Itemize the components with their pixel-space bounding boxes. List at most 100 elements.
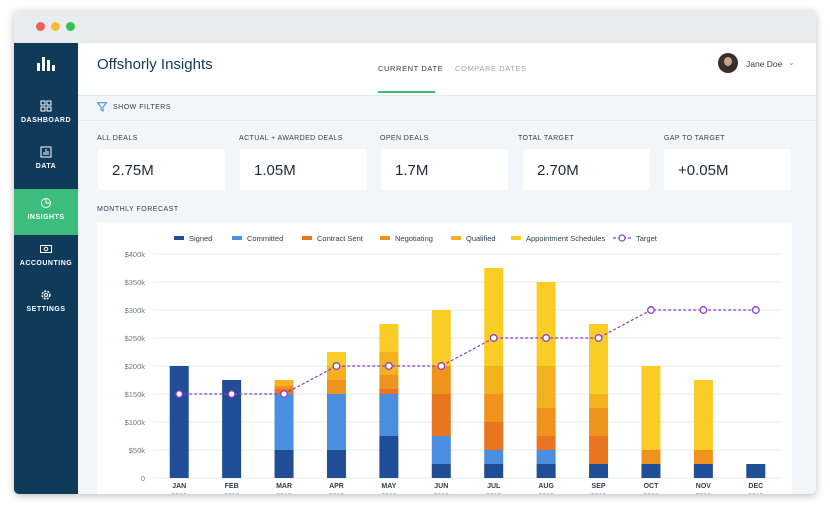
legend-swatch [232,236,242,240]
bar-segment [326,450,346,478]
legend-label: Contract Sent [317,234,364,243]
kpi-card-actual-awarded: 1.05M [240,149,367,190]
kpi-value: 2.70M [537,162,579,179]
sidebar-item-settings[interactable]: SETTINGS [14,281,78,327]
pie-chart-icon [41,198,51,208]
x-tick-label: DEC [748,483,763,490]
target-point [594,334,603,342]
sidebar-item-accounting[interactable]: ACCOUNTING [14,235,78,281]
target-point [437,362,446,370]
legend-label: Committed [247,234,283,243]
sidebar: DASHBOARD DATA INSIGHTS ACCOUNTING [14,43,78,494]
logo-icon[interactable] [37,57,55,71]
x-tick-sublabel: 2019 [381,493,397,494]
kpi-value: 1.05M [254,162,296,179]
filter-icon[interactable] [97,102,107,112]
x-tick-label: JUN [434,483,448,490]
x-tick-sublabel: 2019 [171,493,187,494]
legend-swatch [302,236,312,240]
bar-segment [169,366,189,478]
bar-segment [536,408,556,436]
forecast-chart-card: 0 $50k $100k $150k $200k $250k $300k $350k $400k… [97,222,792,494]
bar-segment [379,374,399,389]
tab-compare-dates[interactable]: COMPARE DATES [455,64,527,73]
bar-segment [484,268,504,366]
legend-swatch [618,234,626,242]
close-window-button[interactable] [36,22,45,31]
bar-segment [274,394,294,450]
tab-current-date[interactable]: CURRENT DATE [378,64,444,73]
kpi-card-all-deals: 2.75M [98,149,225,190]
y-tick-label: $400k [125,250,146,259]
x-tick-sublabel: 2019 [434,493,450,494]
section-title: MONTHLY FORECAST [97,206,179,213]
show-filters-button[interactable]: SHOW FILTERS [113,104,171,111]
bar-segment [484,422,504,450]
bar-segment [274,380,294,386]
x-tick-sublabel: 2019 [696,493,712,494]
kpi-label: GAP TO TARGET [664,135,725,142]
y-tick-label: $300k [125,306,146,315]
x-tick-sublabel: 2019 [224,493,240,494]
bar-segment [746,464,766,478]
forecast-chart: 0 $50k $100k $150k $200k $250k $300k $350k $400k… [125,234,782,494]
x-tick-label: FEB [225,483,239,490]
header: Offshorly Insights CURRENT DATE COMPARE … [78,43,816,96]
bar-segment [536,464,556,478]
y-tick-label: $50k [129,446,146,455]
minimize-window-button[interactable] [51,22,60,31]
bar-segment [589,394,609,408]
user-name[interactable]: Jane Doe [746,59,783,69]
y-tick-label: $350k [125,278,146,287]
maximize-window-button[interactable] [66,22,75,31]
filter-bar: SHOW FILTERS [78,96,816,121]
bar-segment [326,352,346,366]
app-window: DASHBOARD DATA INSIGHTS ACCOUNTING [14,10,816,494]
target-point [280,390,288,398]
bar-segment [589,408,609,436]
bar-segment [431,366,451,394]
bar-segment [431,394,451,436]
y-tick-label: $200k [125,362,146,371]
kpi-card-total-target: 2.70M [523,149,650,190]
bar-segment [379,436,399,478]
bar-segment [274,385,294,389]
sidebar-item-label: INSIGHTS [27,214,65,221]
target-point [542,334,551,342]
y-tick-label: 0 [141,474,145,483]
x-tick-sublabel: 2019 [276,493,292,494]
bar-segment [589,436,609,464]
x-tick-label: NOV [696,483,712,490]
bar-segment [641,366,661,450]
bar-segment [379,394,399,436]
kpi-value: 2.75M [112,162,154,179]
y-tick-label: $150k [125,390,146,399]
kpi-card-gap-to-target: +0.05M [664,149,791,190]
target-point [647,306,655,314]
window-titlebar [14,10,816,43]
target-point [489,334,498,342]
legend-label: Appointment Schedules [526,234,605,243]
bar-segment [484,394,504,422]
sidebar-item-data[interactable]: DATA [14,138,78,184]
sidebar-item-dashboard[interactable]: DASHBOARD [14,92,78,138]
x-tick-label: MAR [276,483,292,490]
chevron-down-icon[interactable]: ⌄ [788,58,795,67]
x-tick-sublabel: 2019 [538,493,554,494]
x-tick-label: APR [329,483,344,490]
bar-chart-icon [40,146,52,158]
y-tick-label: $100k [125,418,146,427]
sidebar-item-label: DATA [35,163,57,170]
avatar[interactable] [718,53,738,73]
x-tick-label: OCT [644,483,660,490]
y-tick-label: $250k [125,334,146,343]
kpi-label: OPEN DEALS [380,135,429,142]
x-tick-label: SEP [592,483,606,490]
sidebar-item-insights[interactable]: INSIGHTS [14,189,78,235]
sidebar-item-label: SETTINGS [26,306,66,313]
kpi-value: +0.05M [678,162,729,179]
bar-segment [536,450,556,464]
bar-segment [431,310,451,366]
bar-segment [326,394,346,450]
kpi-value: 1.7M [395,162,429,179]
